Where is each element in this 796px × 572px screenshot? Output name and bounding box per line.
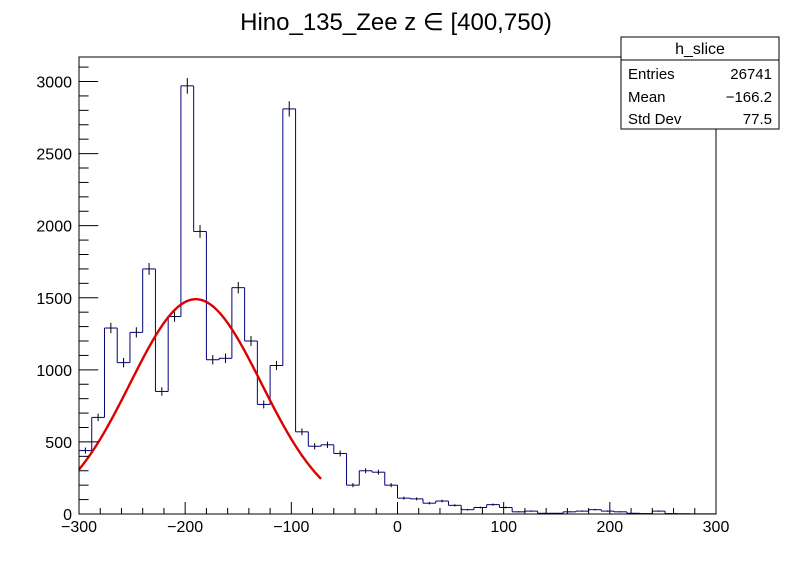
stats-entries-value: 26741 [730, 66, 772, 83]
x-tick-label: 200 [596, 519, 623, 536]
y-tick-label: 1000 [36, 363, 72, 380]
y-tick-label: 500 [45, 435, 72, 452]
y-tick-label: 2500 [36, 147, 72, 164]
stats-stddev-label: Std Dev [628, 111, 682, 128]
x-tick-label: −200 [167, 519, 203, 536]
stats-mean-label: Mean [628, 89, 666, 106]
x-tick-label: −100 [273, 519, 309, 536]
x-tick-label: −300 [61, 519, 97, 536]
y-tick-label: 2000 [36, 219, 72, 236]
y-tick-label: 1500 [36, 291, 72, 308]
x-tick-label: 100 [490, 519, 517, 536]
stats-stddev-value: 77.5 [743, 111, 772, 128]
stats-entries-label: Entries [628, 66, 675, 83]
stats-mean-value: −166.2 [726, 89, 772, 106]
x-tick-label: 0 [393, 519, 402, 536]
chart-title: Hino_135_Zee z ∈ [400,750) [240, 9, 552, 36]
y-tick-label: 3000 [36, 75, 72, 92]
stats-box-frame [620, 36, 780, 130]
stats-box: h_slice Entries 26741 Mean −166.2 Std De… [620, 36, 780, 130]
axes-layer: −300 −200 −100 0 100 200 300050010001500200025… [36, 66, 730, 536]
gaussian-fit-curve [78, 298, 322, 480]
y-tick-label: 0 [63, 507, 72, 524]
stats-box-title: h_slice [675, 41, 725, 58]
x-tick-label: 300 [703, 519, 730, 536]
